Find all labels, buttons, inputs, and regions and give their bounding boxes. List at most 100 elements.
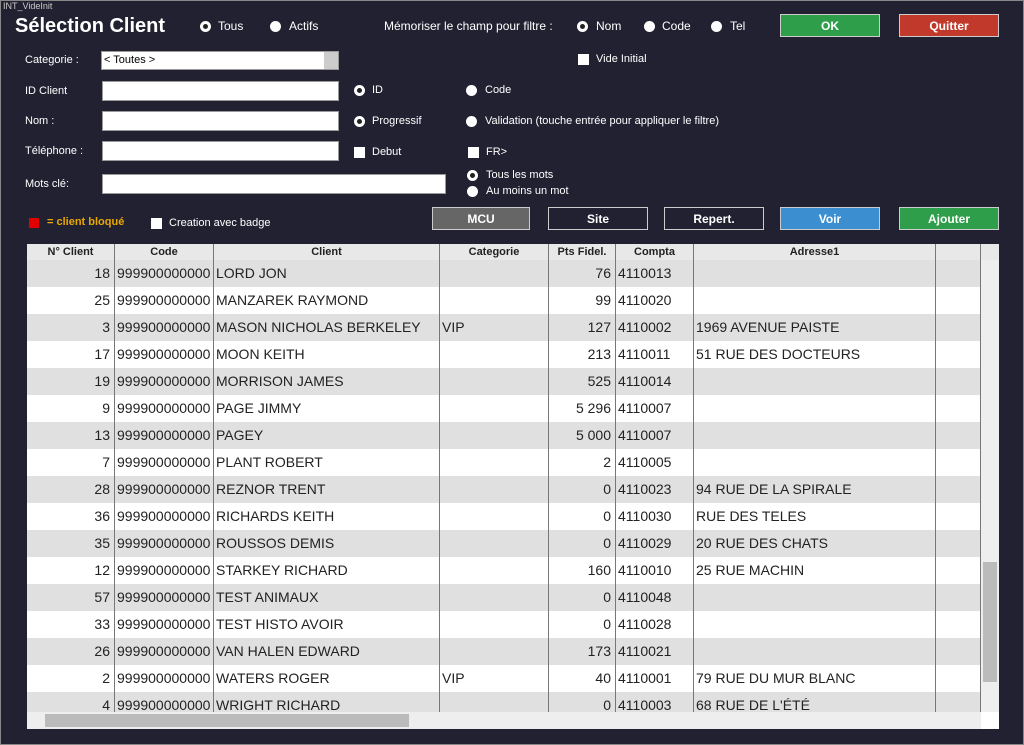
column-header: [936, 244, 981, 260]
radio[interactable]: [354, 85, 365, 96]
table-cell: 9: [27, 395, 115, 422]
table-cell: 4110028: [616, 611, 694, 638]
table-cell: 12: [27, 557, 115, 584]
table-cell: 999900000000: [115, 314, 214, 341]
table-cell: [440, 638, 549, 665]
column-header: Adresse1: [694, 244, 936, 260]
checkbox[interactable]: [468, 147, 479, 158]
table-row: 3 999900000000 MASON NICHOLAS BERKELEY VIP 1…: [27, 314, 981, 341]
radio-label: Tous les mots: [486, 169, 554, 181]
table-cell: 999900000000: [115, 476, 214, 503]
radio-label: Code: [662, 19, 691, 33]
table-cell: 26: [27, 638, 115, 665]
id-input[interactable]: [102, 81, 339, 101]
table-cell: 999900000000: [115, 584, 214, 611]
table-body: 18 999900000000 LORD JON 76 4110013 25 9999000…: [27, 260, 981, 712]
table-cell: [440, 611, 549, 638]
horizontal-scrollbar[interactable]: [27, 712, 981, 729]
category-dropdown[interactable]: < Toutes >: [101, 51, 339, 70]
checkbox-label: Vide Initial: [596, 53, 647, 65]
table-cell: 4110048: [616, 584, 694, 611]
vertical-scrollbar[interactable]: [981, 260, 999, 712]
table-cell: 25: [27, 287, 115, 314]
add-button[interactable]: Ajouter: [899, 207, 999, 230]
checkbox[interactable]: [354, 147, 365, 158]
table-cell: 173: [549, 638, 616, 665]
table-cell: 4110013: [616, 260, 694, 287]
table-cell: [936, 611, 981, 638]
table-cell: 0: [549, 692, 616, 712]
table-cell: [694, 611, 936, 638]
table-cell: [440, 287, 549, 314]
table-cell: [936, 287, 981, 314]
radio[interactable]: [354, 116, 365, 127]
table-cell: 999900000000: [115, 422, 214, 449]
table-cell: [694, 368, 936, 395]
table-row: 12 999900000000 STARKEY RICHARD 160 4110010 2…: [27, 557, 981, 584]
table-row: 25 999900000000 MANZAREK RAYMOND 99 4110020: [27, 287, 981, 314]
table-cell: PAGEY: [214, 422, 440, 449]
table-cell: 999900000000: [115, 395, 214, 422]
table-cell: PLANT ROBERT: [214, 449, 440, 476]
table-cell: 1969 AVENUE PAISTE: [694, 314, 936, 341]
radio[interactable]: [466, 116, 477, 127]
repert-button[interactable]: Repert.: [664, 207, 764, 230]
checkbox[interactable]: [578, 54, 589, 65]
table-cell: 525: [549, 368, 616, 395]
radio[interactable]: [711, 21, 722, 32]
nom-input[interactable]: [102, 111, 339, 131]
table-cell: [936, 449, 981, 476]
legend-label: = client bloqué: [47, 216, 125, 228]
dropdown-value: < Toutes >: [104, 54, 156, 66]
radio[interactable]: [270, 21, 281, 32]
table-cell: WRIGHT RICHARD: [214, 692, 440, 712]
table: N° Client Code Client Categorie Pts Fidel. Co…: [27, 244, 999, 729]
table-row: 28 999900000000 REZNOR TRENT 0 4110023 94 RUE…: [27, 476, 981, 503]
table-cell: 3: [27, 314, 115, 341]
quit-button[interactable]: Quitter: [899, 14, 999, 37]
table-cell: VIP: [440, 665, 549, 692]
button-label: Site: [586, 211, 609, 226]
table-cell: [936, 638, 981, 665]
label: Nom :: [25, 115, 55, 127]
table-cell: PAGE JIMMY: [214, 395, 440, 422]
radio[interactable]: [467, 170, 478, 181]
memorize-label: Mémoriser le champ pour filtre :: [384, 19, 553, 33]
site-button[interactable]: Site: [548, 207, 648, 230]
table-cell: [440, 422, 549, 449]
table-cell: [936, 341, 981, 368]
radio[interactable]: [467, 186, 478, 197]
checkbox[interactable]: [151, 218, 162, 229]
ok-button[interactable]: OK: [780, 14, 880, 37]
voir-button[interactable]: Voir: [780, 207, 880, 230]
table-cell: 4110002: [616, 314, 694, 341]
keywords-input[interactable]: [102, 174, 446, 194]
radio[interactable]: [200, 21, 211, 32]
table-cell: [694, 287, 936, 314]
column-header: Compta: [616, 244, 694, 260]
mcu-button[interactable]: MCU: [432, 207, 530, 230]
label: ID Client: [25, 85, 68, 97]
button-label: OK: [821, 18, 839, 33]
button-label: Ajouter: [928, 211, 970, 226]
table-cell: [440, 368, 549, 395]
table-cell: 4110007: [616, 422, 694, 449]
table-cell: [440, 476, 549, 503]
table-cell: [440, 260, 549, 287]
tel-input[interactable]: [102, 141, 339, 161]
table-cell: 999900000000: [115, 368, 214, 395]
table-cell: RUE DES TELES: [694, 503, 936, 530]
scroll-thumb[interactable]: [45, 714, 409, 727]
table-cell: MORRISON JAMES: [214, 368, 440, 395]
radio[interactable]: [577, 21, 588, 32]
scroll-thumb[interactable]: [983, 562, 997, 682]
table-cell: [440, 557, 549, 584]
table-cell: [936, 395, 981, 422]
table-cell: 4110014: [616, 368, 694, 395]
radio[interactable]: [466, 85, 477, 96]
table-cell: 4110023: [616, 476, 694, 503]
table-cell: MASON NICHOLAS BERKELEY: [214, 314, 440, 341]
blocked-swatch: [29, 218, 39, 228]
label: Mots clé:: [25, 178, 70, 190]
radio[interactable]: [644, 21, 655, 32]
